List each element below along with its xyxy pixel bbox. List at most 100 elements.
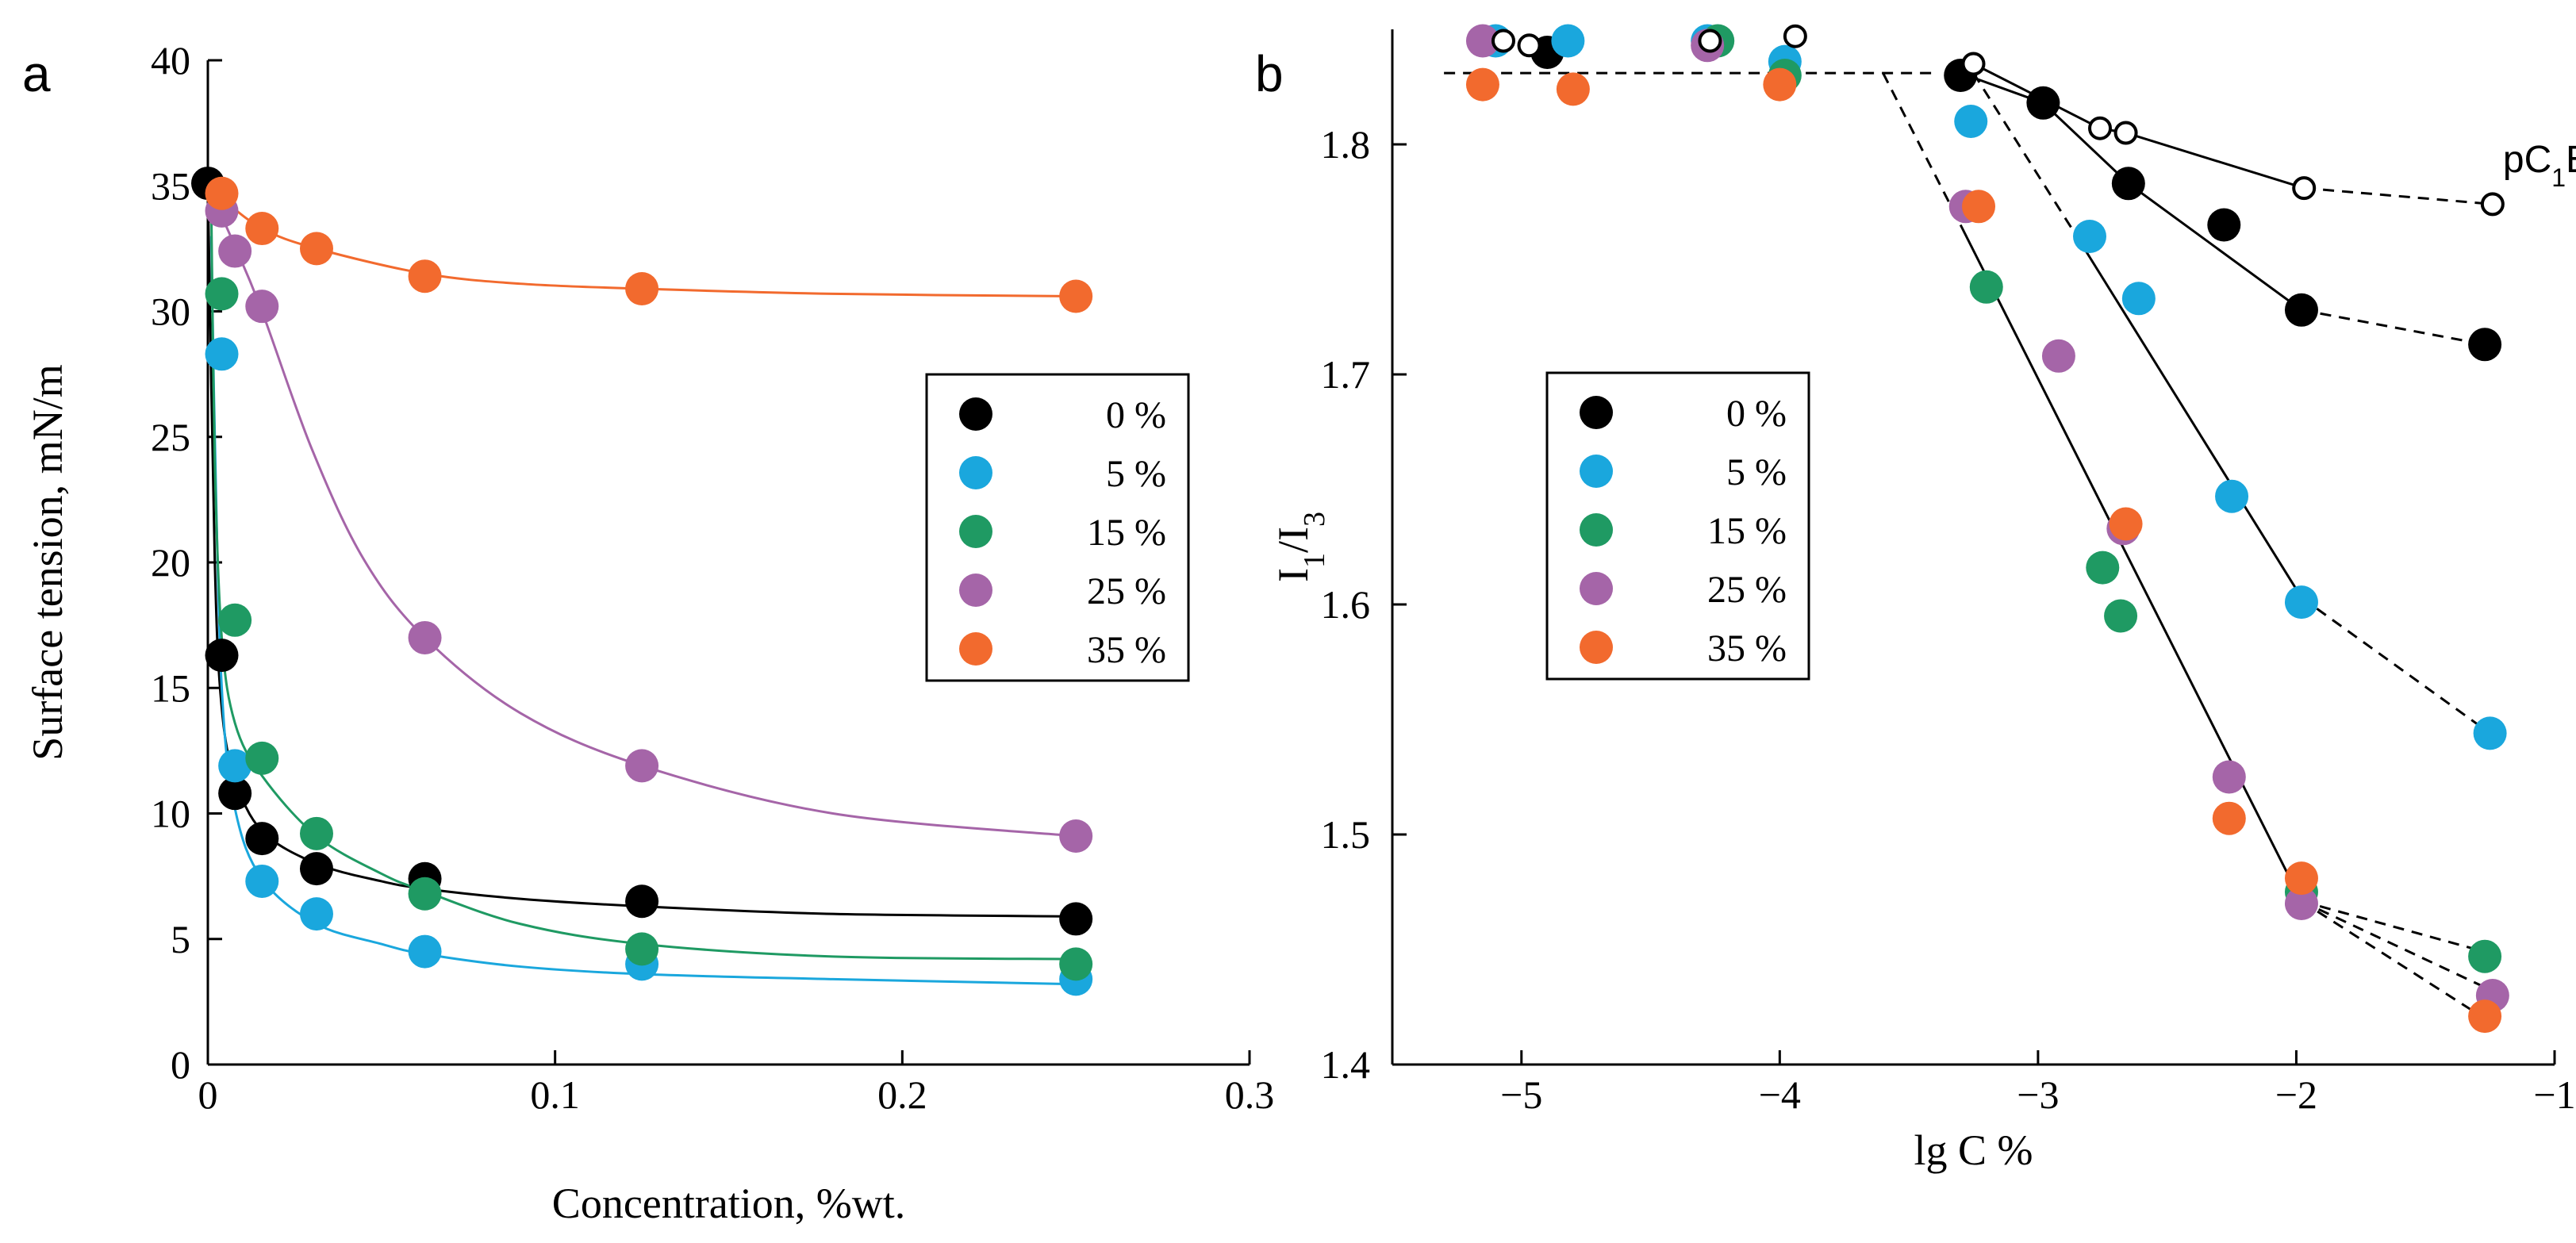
point-15: [2086, 551, 2120, 585]
y-axis-title: Surface tension, mN/m: [24, 364, 71, 760]
panel-letter: a: [22, 45, 51, 102]
point-15: [245, 741, 279, 775]
point-pc1e5m: [1783, 24, 1807, 48]
guide-line-solid: [1972, 63, 2305, 190]
point-15: [218, 603, 252, 637]
x-tick-label: −4: [1759, 1072, 1801, 1117]
guide-line-solid: [1960, 71, 2302, 312]
y-tick-label: 5: [171, 917, 190, 961]
point-0: [245, 822, 279, 856]
point-25: [1465, 24, 1499, 58]
y-tick-label: 0: [171, 1042, 190, 1087]
legend-marker-25: [1580, 572, 1613, 605]
point-15: [625, 932, 659, 966]
legend-marker-15: [959, 515, 992, 548]
point-35: [205, 176, 239, 210]
point-0: [2284, 293, 2318, 327]
x-tick-label: −2: [2275, 1072, 2317, 1117]
point-35: [1465, 67, 1499, 102]
point-pc1e5m: [2088, 116, 2113, 140]
point-15: [299, 816, 333, 850]
legend-marker-15: [1580, 513, 1613, 547]
point-5: [299, 897, 333, 931]
point-pc1e5m: [1698, 29, 1722, 53]
legend: 0 % 5 % 15 % 25 % 35 %: [1545, 371, 1810, 681]
y-axis-title: I1/I3: [1269, 512, 1331, 582]
point-5: [1954, 105, 1988, 138]
point-5: [408, 934, 442, 969]
panel-letter: b: [1255, 45, 1284, 102]
legend-marker-0: [1580, 396, 1613, 429]
point-5: [205, 337, 239, 371]
legend-label-5: 5 %: [1106, 453, 1166, 495]
y-tick-label: 1.5: [1321, 812, 1371, 857]
y-tick-label: 10: [151, 792, 190, 836]
guide-line-solid: [1959, 224, 2303, 902]
guide-line-dashed: [1882, 72, 1962, 226]
point-35: [2284, 861, 2318, 896]
point-35: [1763, 67, 1797, 102]
point-5: [218, 749, 252, 783]
guide-line-dashed: [2304, 186, 2493, 205]
point-35: [408, 259, 442, 293]
y-tick-label: 15: [151, 666, 190, 710]
y-tick-label: 1.6: [1321, 582, 1371, 627]
guide-line-dashed: [2301, 309, 2486, 346]
point-pc1e5m: [2292, 176, 2317, 201]
legend: 0 % 5 % 15 % 25 % 35 %: [925, 373, 1190, 682]
point-25: [625, 749, 659, 783]
point-pc1e5m: [2480, 192, 2505, 217]
legend-label-5: 5 %: [1726, 451, 1787, 493]
point-25: [2284, 887, 2318, 920]
x-tick-label: −5: [1500, 1072, 1542, 1117]
legend-marker-35: [959, 632, 992, 666]
point-0: [2468, 328, 2502, 362]
point-5: [2073, 220, 2106, 253]
point-35: [625, 272, 659, 306]
legend-label-35: 35 %: [1087, 629, 1166, 671]
x-tick-label: −3: [2017, 1072, 2059, 1117]
point-5: [2473, 716, 2507, 750]
x-tick-label: 0.2: [877, 1072, 927, 1117]
point-25: [1059, 819, 1093, 853]
y-tick-label: 40: [151, 38, 190, 82]
fit-curve-15: [209, 210, 1077, 961]
point-35: [2468, 999, 2502, 1034]
point-5: [2121, 282, 2156, 316]
point-25: [408, 620, 442, 654]
point-pc1e5m: [1491, 29, 1515, 53]
y-tick-label: 1.8: [1321, 122, 1371, 167]
x-tick-label: 0.1: [530, 1072, 580, 1117]
point-15: [1059, 947, 1093, 981]
x-tick-label: −1: [2533, 1072, 2575, 1117]
point-35: [1556, 72, 1590, 106]
point-0: [299, 852, 333, 886]
guide-line-dashed: [2301, 900, 2493, 992]
point-15: [1969, 270, 2003, 304]
y-tick-label: 35: [151, 163, 190, 208]
guide-line-dashed: [2301, 900, 2486, 1020]
point-25: [2212, 760, 2246, 794]
x-axis-title: lg C %: [1914, 1126, 2033, 1174]
y-tick-label: 30: [151, 290, 190, 334]
point-5: [2284, 585, 2318, 620]
point-0: [2026, 86, 2060, 120]
legend-label-35: 35 %: [1707, 627, 1787, 669]
annotation-label: pC1E5M: [2503, 139, 2576, 192]
legend-label-15: 15 %: [1087, 512, 1166, 554]
y-tick-label: 25: [151, 415, 190, 459]
point-35: [1059, 279, 1093, 313]
point-15: [2468, 939, 2502, 973]
legend-label-15: 15 %: [1707, 510, 1787, 552]
point-5: [245, 864, 279, 898]
point-35: [299, 232, 333, 266]
guide-line-dashed: [2301, 900, 2486, 953]
panel-b: b 1.4 1.5 1.6 1.7 1.8 −5 −4 −3 −2 −1 lg C % I1/I3 pC1…: [1255, 24, 2576, 1174]
guide-line-dashed: [2301, 597, 2491, 735]
x-axis-title: Concentration, %wt.: [552, 1180, 905, 1227]
point-0: [218, 777, 252, 811]
legend-label-0: 0 %: [1106, 394, 1166, 436]
legend-marker-35: [1580, 631, 1613, 664]
point-15: [205, 277, 239, 311]
